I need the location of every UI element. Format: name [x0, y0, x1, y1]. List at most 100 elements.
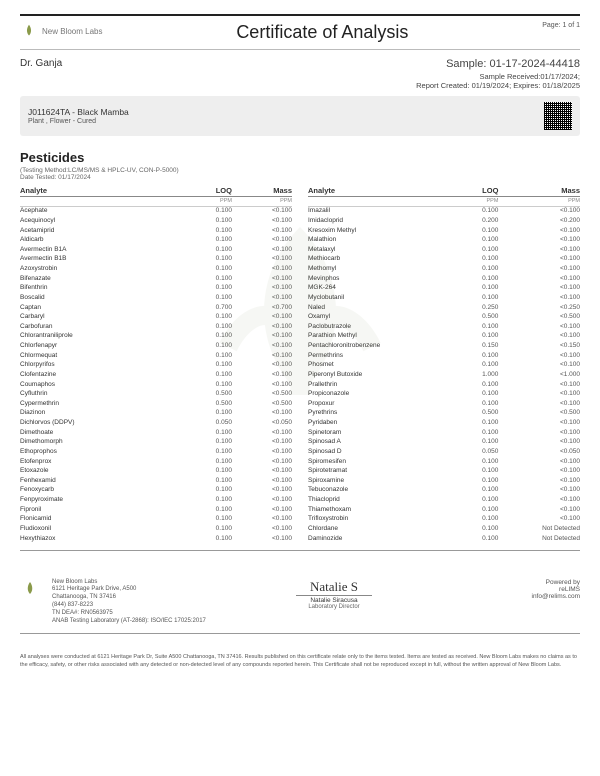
table-row: Chlorantraniliprole0.100<0.100 [20, 332, 292, 342]
table-row: Hexythiazox0.100<0.100 [20, 534, 292, 544]
results-columns: AnalyteLOQMassPPMPPMAcephate0.100<0.100A… [20, 185, 580, 551]
table-row: Carbofuran0.100<0.100 [20, 322, 292, 332]
table-row: Dimethomorph0.100<0.100 [20, 438, 292, 448]
table-row: Phosmet0.100<0.100 [308, 361, 580, 371]
table-row: Tebuconazole0.100<0.100 [308, 486, 580, 496]
table-row: Chlorpyrifos0.100<0.100 [20, 361, 292, 371]
table-row: Propiconazole0.100<0.100 [308, 390, 580, 400]
test-date: Date Tested: 01/17/2024 [20, 174, 580, 181]
table-row: Naled0.250<0.250 [308, 303, 580, 313]
table-row: Trifloxystrobin0.100<0.100 [308, 515, 580, 525]
table-row: Boscalid0.100<0.100 [20, 293, 292, 303]
table-row: Daminozide0.100Not Detected [308, 534, 580, 544]
table-row: Dichlorvos (DDPV)0.050<0.050 [20, 418, 292, 428]
table-row: Chlorfenapyr0.100<0.100 [20, 341, 292, 351]
powered-by: Powered by reLIMS info@relims.com [436, 579, 580, 600]
table-row: Captan0.700<0.700 [20, 303, 292, 313]
table-row: Metalaxyl0.100<0.100 [308, 245, 580, 255]
table-row: Bifenazate0.100<0.100 [20, 274, 292, 284]
client-name: Dr. Ganja [20, 58, 62, 90]
signature: Natalie S [296, 579, 372, 596]
table-row: Etofenprox0.100<0.100 [20, 457, 292, 467]
test-method: (Testing Method:LC/MS/MS & HPLC-UV, CON-… [20, 167, 580, 174]
table-row: Aldicarb0.100<0.100 [20, 236, 292, 246]
table-row: Fipronil0.100<0.100 [20, 505, 292, 515]
section-title: Pesticides [20, 150, 580, 165]
table-row: Propoxur0.100<0.100 [308, 399, 580, 409]
table-row: Imazalil0.100<0.100 [308, 206, 580, 216]
table-row: Spinosad A0.100<0.100 [308, 438, 580, 448]
header-bar: New Bloom Labs Certificate of Analysis P… [20, 14, 580, 50]
signer-title: Laboratory Director [244, 604, 424, 610]
table-row: Azoxystrobin0.100<0.100 [20, 264, 292, 274]
lab-name: New Bloom Labs [42, 27, 102, 36]
table-row: Clofentazine0.100<0.100 [20, 370, 292, 380]
table-row: Flonicamid0.100<0.100 [20, 515, 292, 525]
table-row: Etoxazole0.100<0.100 [20, 467, 292, 477]
table-row: Fludioxonil0.100<0.100 [20, 524, 292, 534]
table-row: Methiocarb0.100<0.100 [308, 255, 580, 265]
table-row: Pyrethrins0.500<0.500 [308, 409, 580, 419]
table-row: Bifenthrin0.100<0.100 [20, 284, 292, 294]
signature-block: Natalie S Natalie Siracusa Laboratory Di… [244, 579, 424, 610]
table-row: Avermectin B1B0.100<0.100 [20, 255, 292, 265]
table-row: Piperonyl Butoxide1.000<1.000 [308, 370, 580, 380]
table-row: Spinosad D0.050<0.050 [308, 447, 580, 457]
qr-code [544, 102, 572, 130]
table-row: Thiacloprid0.100<0.100 [308, 495, 580, 505]
table-row: Cypermethrin0.500<0.500 [20, 399, 292, 409]
table-row: Paclobutrazole0.100<0.100 [308, 322, 580, 332]
product-infobar: J011624TA - Black Mamba Plant , Flower -… [20, 96, 580, 136]
sample-meta: Sample: 01-17-2024-44418 Sample Received… [416, 58, 580, 90]
table-row: Fenpyroximate0.100<0.100 [20, 495, 292, 505]
table-row: Fenhexamid0.100<0.100 [20, 476, 292, 486]
sample-id: Sample: 01-17-2024-44418 [416, 58, 580, 70]
table-row: Spiromesifen0.100<0.100 [308, 457, 580, 467]
footer-address: New Bloom Labs 6121 Heritage Park Drive,… [52, 579, 232, 626]
table-row: Methomyl0.100<0.100 [308, 264, 580, 274]
sample-received: Sample Received:01/17/2024; [416, 72, 580, 81]
results-table-right: AnalyteLOQMassPPMPPMImazalil0.100<0.100I… [308, 185, 580, 544]
table-row: Ethoprophos0.100<0.100 [20, 447, 292, 457]
table-row: Acephate0.100<0.100 [20, 206, 292, 216]
table-row: Kresoxim Methyl0.100<0.100 [308, 226, 580, 236]
table-row: Acetamiprid0.100<0.100 [20, 226, 292, 236]
table-row: Avermectin B1A0.100<0.100 [20, 245, 292, 255]
table-row: Malathion0.100<0.100 [308, 236, 580, 246]
table-row: Spiroxamine0.100<0.100 [308, 476, 580, 486]
table-row: MGK-2640.100<0.100 [308, 284, 580, 294]
table-row: Spirotetramat0.100<0.100 [308, 467, 580, 477]
table-row: Fenoxycarb0.100<0.100 [20, 486, 292, 496]
table-row: Spinetoram0.100<0.100 [308, 428, 580, 438]
table-row: Cyfluthrin0.500<0.500 [20, 390, 292, 400]
table-row: Thiamethoxam0.100<0.100 [308, 505, 580, 515]
table-row: Diazinon0.100<0.100 [20, 409, 292, 419]
results-table-left: AnalyteLOQMassPPMPPMAcephate0.100<0.100A… [20, 185, 292, 544]
table-row: Chlordane0.100Not Detected [308, 524, 580, 534]
table-row: Acequinocyl0.100<0.100 [20, 216, 292, 226]
table-row: Myclobutanil0.100<0.100 [308, 293, 580, 303]
table-row: Imidacloprid0.200<0.200 [308, 216, 580, 226]
disclaimer: All analyses were conducted at 6121 Heri… [0, 648, 600, 678]
table-row: Chlormequat0.100<0.100 [20, 351, 292, 361]
table-row: Parathion Methyl0.100<0.100 [308, 332, 580, 342]
leaf-icon [20, 22, 38, 40]
footer: New Bloom Labs 6121 Heritage Park Drive,… [20, 579, 580, 635]
page-number: Page: 1 of 1 [542, 22, 580, 29]
lab-logo: New Bloom Labs [20, 22, 102, 40]
product-id: J011624TA - Black Mamba [28, 107, 129, 117]
signer-name: Natalie Siracusa [244, 597, 424, 604]
leaf-icon [20, 579, 40, 599]
table-row: Carbaryl0.100<0.100 [20, 313, 292, 323]
meta-row: Dr. Ganja Sample: 01-17-2024-44418 Sampl… [20, 58, 580, 90]
table-row: Coumaphos0.100<0.100 [20, 380, 292, 390]
table-row: Pyridaben0.100<0.100 [308, 418, 580, 428]
table-row: Permethrins0.100<0.100 [308, 351, 580, 361]
report-created: Report Created: 01/19/2024; Expires: 01/… [416, 81, 580, 90]
table-row: Pentachloronitrobenzene0.150<0.150 [308, 341, 580, 351]
page-title: Certificate of Analysis [102, 22, 542, 43]
table-row: Prallethrin0.100<0.100 [308, 380, 580, 390]
product-type: Plant , Flower - Cured [28, 118, 129, 125]
table-row: Oxamyl0.500<0.500 [308, 313, 580, 323]
table-row: Mevinphos0.100<0.100 [308, 274, 580, 284]
